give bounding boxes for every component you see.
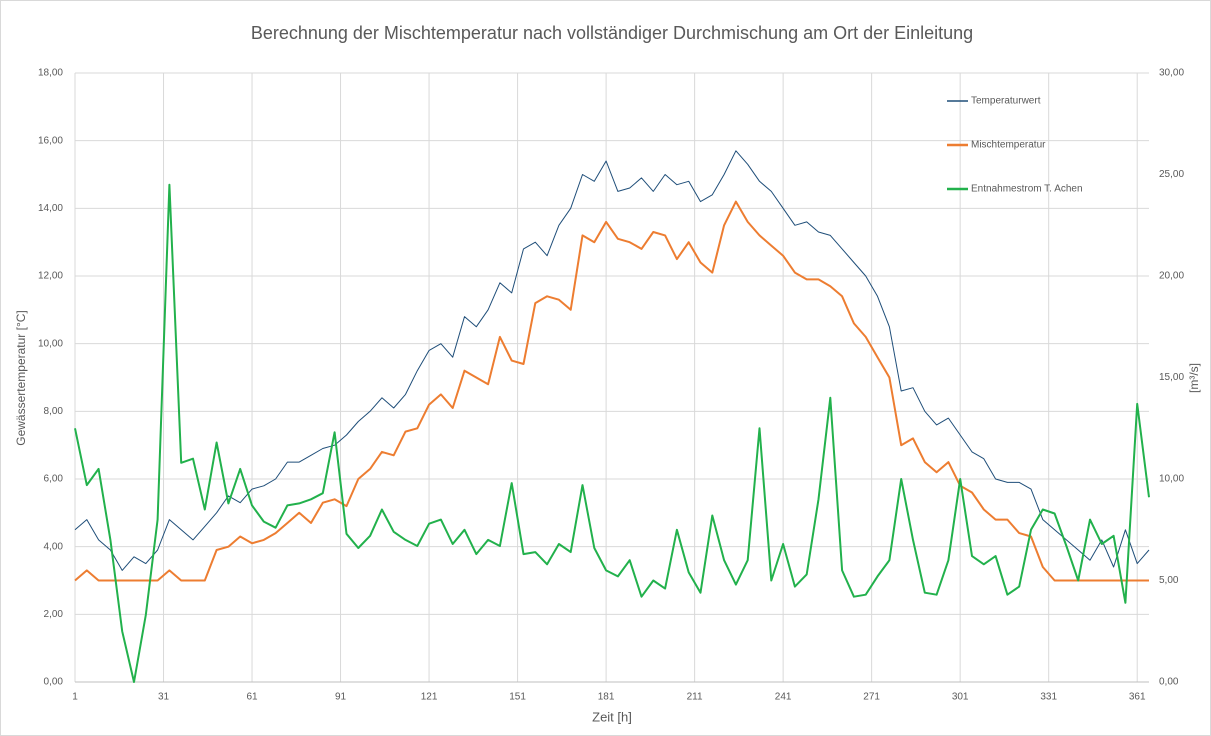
y-tick-label: 2,00 [44, 609, 64, 620]
x-tick-label: 121 [421, 692, 438, 703]
x-tick-label: 91 [335, 692, 347, 703]
y-tick-label: 10,00 [38, 338, 63, 349]
x-tick-label: 181 [598, 692, 615, 703]
y2-tick-label: 15,00 [1159, 372, 1184, 383]
y-tick-label: 14,00 [38, 203, 63, 214]
chart-title: Berechnung der Mischtemperatur nach voll… [251, 23, 973, 43]
y-axis-label: Gewässertemperatur [°C] [14, 310, 28, 446]
x-tick-label: 211 [687, 692, 703, 703]
x-tick-label: 301 [952, 692, 969, 703]
y2-tick-label: 20,00 [1159, 271, 1184, 282]
x-tick-label: 241 [775, 692, 792, 703]
x-tick-label: 61 [246, 692, 258, 703]
x-tick-label: 31 [158, 692, 170, 703]
y-tick-label: 12,00 [38, 271, 63, 282]
series-line [74, 200, 1149, 582]
x-tick-label: 271 [863, 692, 880, 703]
x-tick-label: 151 [509, 692, 526, 703]
legend-label: Entnahmestrom T. Achen [971, 184, 1083, 195]
y-tick-label: 16,00 [38, 135, 63, 146]
x-tick-label: 331 [1040, 692, 1057, 703]
y2-tick-label: 30,00 [1159, 68, 1184, 79]
y2-tick-label: 25,00 [1159, 169, 1184, 180]
y-tick-label: 18,00 [38, 68, 63, 79]
y2-tick-label: 5,00 [1159, 575, 1179, 586]
y-tick-label: 6,00 [44, 474, 64, 485]
y2-tick-label: 0,00 [1159, 677, 1179, 688]
y-tick-label: 0,00 [44, 677, 64, 688]
series-line [74, 183, 1150, 683]
x-axis-label: Zeit [h] [592, 709, 632, 724]
legend-label: Temperaturwert [971, 96, 1041, 107]
y2-tick-label: 10,00 [1159, 474, 1184, 485]
y-tick-label: 8,00 [44, 406, 64, 417]
y2-axis-label: [m³/s] [1187, 363, 1201, 393]
series-line [74, 150, 1150, 571]
legend-label: Mischtemperatur [971, 140, 1046, 151]
y-tick-label: 4,00 [44, 541, 64, 552]
x-tick-label: 361 [1129, 692, 1146, 703]
x-tick-label: 1 [72, 692, 78, 703]
